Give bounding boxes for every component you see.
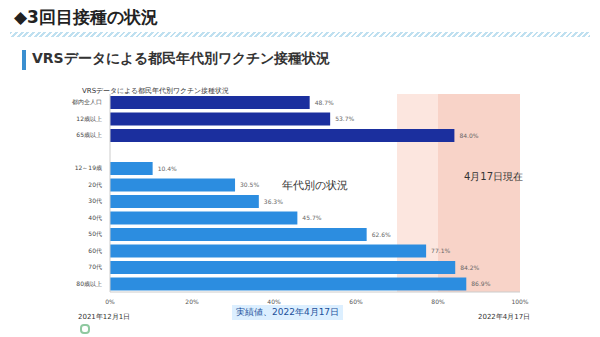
svg-text:都内全人口: 都内全人口: [72, 98, 102, 105]
svg-text:62.6%: 62.6%: [372, 231, 391, 238]
svg-text:86.9%: 86.9%: [471, 280, 490, 287]
svg-text:65歳以上: 65歳以上: [76, 131, 102, 138]
svg-text:77.1%: 77.1%: [431, 247, 450, 254]
svg-text:30.5%: 30.5%: [240, 181, 259, 188]
html-text:年代別の状況: 年代別の状況: [282, 179, 348, 192]
html-text:VRSデータによる都民年代別ワクチン接種状況: VRSデータによる都民年代別ワクチン接種状況: [82, 87, 230, 95]
svg-text:36.3%: 36.3%: [264, 198, 283, 205]
svg-text:10.4%: 10.4%: [158, 165, 177, 172]
html-text:VRSデータによる都民年代別ワクチン接種状況: VRSデータによる都民年代別ワクチン接種状況: [32, 50, 330, 66]
html-text:実績値、2022年4月17日: 実績値、2022年4月17日: [236, 307, 340, 317]
svg-text:12～19歳: 12～19歳: [75, 164, 102, 171]
svg-text:40%: 40%: [267, 298, 281, 306]
svg-text:80歳以上: 80歳以上: [76, 280, 102, 287]
html-text:4月17日現在: 4月17日現在: [464, 171, 524, 182]
svg-text:60%: 60%: [349, 298, 363, 305]
svg-text:48.7%: 48.7%: [315, 99, 334, 106]
html-text:2021年12月1日: 2021年12月1日: [78, 313, 131, 321]
svg-text:30代: 30代: [88, 197, 102, 204]
svg-text:0%: 0%: [105, 298, 115, 305]
svg-text:12歳以上: 12歳以上: [76, 115, 102, 122]
svg-text:40代: 40代: [88, 214, 102, 221]
svg-text:84.0%: 84.0%: [459, 132, 478, 139]
html-text:◆3回目接種の状況: ◆3回目接種の状況: [14, 7, 158, 27]
svg-text:70代: 70代: [88, 263, 102, 270]
svg-text:20%: 20%: [185, 298, 199, 305]
svg-text:100%: 100%: [511, 298, 528, 305]
svg-text:45.7%: 45.7%: [302, 214, 321, 221]
svg-text:80%: 80%: [431, 298, 445, 305]
svg-text:60代: 60代: [88, 247, 102, 254]
svg-text:84.2%: 84.2%: [460, 264, 479, 271]
svg-text:20代: 20代: [88, 181, 102, 188]
svg-text:50代: 50代: [88, 230, 102, 237]
html-text:2022年4月17日: 2022年4月17日: [478, 313, 531, 321]
svg-text:53.7%: 53.7%: [335, 115, 354, 122]
